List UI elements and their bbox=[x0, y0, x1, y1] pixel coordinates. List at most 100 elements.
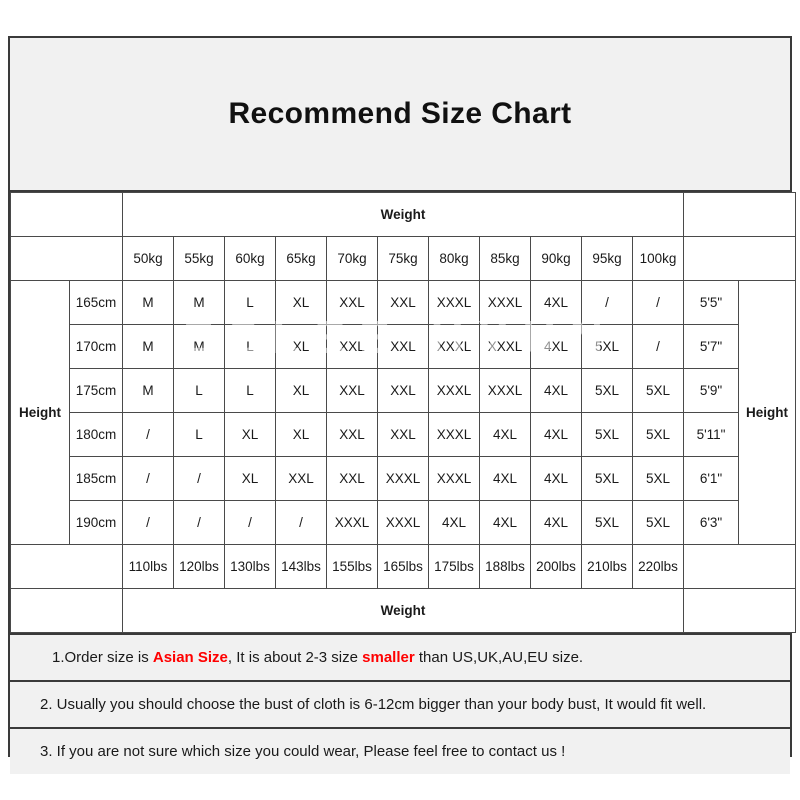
size-cell-2-10: 5XL bbox=[631, 368, 685, 413]
size-cell-0-1: M bbox=[173, 280, 225, 325]
weight-band-row-bottom: Weight bbox=[10, 588, 797, 633]
size-cell-0-4: XXL bbox=[326, 280, 378, 325]
weight-band-label-bottom: Weight bbox=[121, 588, 685, 633]
size-cell-3-4: XXL bbox=[326, 412, 378, 457]
height-ft-4: 6'1" bbox=[683, 456, 740, 501]
note-3-text: 3. If you are not sure which size you co… bbox=[40, 743, 566, 760]
note-1-text: 1.Order size is Asian Size, It is about … bbox=[52, 649, 584, 666]
size-cell-1-4: XXL bbox=[326, 324, 378, 369]
size-cell-0-7: XXXL bbox=[479, 280, 531, 325]
size-cell-2-2: L bbox=[224, 368, 276, 413]
size-cell-0-0: M bbox=[122, 280, 174, 325]
height-cm-3: 180cm bbox=[69, 412, 123, 457]
table-row: 190cm / / / / XXXL XXXL 4XL 4XL 4XL 5XL … bbox=[11, 500, 796, 545]
size-cell-4-4: XXL bbox=[326, 456, 378, 501]
weight-lbs-1: 120lbs bbox=[173, 544, 225, 589]
height-ft-0: 5'5" bbox=[683, 280, 740, 325]
height-cm-0: 165cm bbox=[69, 280, 123, 325]
note-3: 3. If you are not sure which size you co… bbox=[10, 727, 790, 774]
size-cell-3-1: L bbox=[173, 412, 225, 457]
note-1: 1.Order size is Asian Size, It is about … bbox=[10, 633, 790, 680]
size-cell-5-3: / bbox=[275, 500, 327, 545]
size-cell-4-5: XXXL bbox=[377, 456, 429, 501]
table-row: 185cm / / XL XXL XXL XXXL XXXL 4XL 4XL 5… bbox=[11, 456, 796, 501]
weight-lbs-9: 210lbs bbox=[581, 544, 633, 589]
size-cell-4-2: XL bbox=[224, 456, 276, 501]
size-cell-4-7: 4XL bbox=[479, 456, 531, 501]
weight-lbs-5: 165lbs bbox=[377, 544, 429, 589]
weight-lbs-4: 155lbs bbox=[326, 544, 378, 589]
height-cm-4: 185cm bbox=[69, 456, 123, 501]
weight-kg-header-row: 50kg 55kg 60kg 65kg 70kg 75kg 80kg 85kg … bbox=[10, 236, 797, 281]
size-cell-2-8: 4XL bbox=[530, 368, 582, 413]
weight-lbs-7: 188lbs bbox=[479, 544, 531, 589]
spacer-kg-right bbox=[683, 236, 797, 281]
weight-kg-5: 75kg bbox=[377, 236, 429, 281]
weight-lbs-header-row: 110lbs 120lbs 130lbs 143lbs 155lbs 165lb… bbox=[10, 544, 797, 589]
size-cell-2-1: L bbox=[173, 368, 225, 413]
weight-band-row-top: Weight bbox=[10, 192, 797, 237]
size-cell-5-7: 4XL bbox=[479, 500, 531, 545]
size-cell-2-6: XXXL bbox=[428, 368, 480, 413]
weight-kg-2: 60kg bbox=[224, 236, 276, 281]
size-cell-5-4: XXXL bbox=[326, 500, 378, 545]
weight-kg-8: 90kg bbox=[530, 236, 582, 281]
weight-lbs-2: 130lbs bbox=[224, 544, 276, 589]
size-table-body: Weight 50kg 55kg 60kg 65kg 70kg 75kg 80k… bbox=[10, 192, 797, 633]
spacer-lbs-right bbox=[683, 544, 797, 589]
note-2-text: 2. Usually you should choose the bust of… bbox=[40, 696, 707, 713]
weight-lbs-10: 220lbs bbox=[631, 544, 685, 589]
size-cell-1-5: XXL bbox=[377, 324, 429, 369]
size-cell-2-3: XL bbox=[275, 368, 327, 413]
height-label-left: Height bbox=[10, 280, 70, 545]
weight-lbs-3: 143lbs bbox=[275, 544, 327, 589]
table-row: 170cm M M L XL XXL XXL XXXL XXXL 4XL 5XL… bbox=[11, 324, 796, 369]
size-cell-3-0: / bbox=[122, 412, 174, 457]
table-row: Height 165cm M M L XL XXL XXL XXXL XXXL … bbox=[10, 280, 797, 545]
size-cell-2-5: XXL bbox=[377, 368, 429, 413]
height-label-right: Height bbox=[738, 280, 797, 545]
size-cell-3-8: 4XL bbox=[530, 412, 582, 457]
corner-spacer-bottom-left bbox=[10, 588, 123, 633]
weight-kg-7: 85kg bbox=[479, 236, 531, 281]
size-cell-3-3: XL bbox=[275, 412, 327, 457]
size-cell-4-8: 4XL bbox=[530, 456, 582, 501]
size-cell-3-2: XL bbox=[224, 412, 276, 457]
size-cell-4-1: / bbox=[173, 456, 225, 501]
weight-kg-1: 55kg bbox=[173, 236, 225, 281]
size-cell-2-4: XXL bbox=[326, 368, 378, 413]
corner-spacer-bottom-right bbox=[683, 588, 797, 633]
chart-title-band: Recommend Size Chart bbox=[10, 38, 790, 192]
size-cell-0-5: XXL bbox=[377, 280, 429, 325]
size-cell-1-8: 4XL bbox=[530, 324, 582, 369]
height-ft-1: 5'7" bbox=[683, 324, 740, 369]
table-row: 175cm M L L XL XXL XXL XXXL XXXL 4XL 5XL… bbox=[11, 368, 796, 413]
size-cell-3-9: 5XL bbox=[581, 412, 633, 457]
size-cell-3-10: 5XL bbox=[631, 412, 685, 457]
spacer-kg-left bbox=[10, 236, 123, 281]
weight-kg-4: 70kg bbox=[326, 236, 378, 281]
size-cell-0-8: 4XL bbox=[530, 280, 582, 325]
weight-kg-10: 100kg bbox=[631, 236, 685, 281]
weight-band-label-top: Weight bbox=[121, 192, 685, 237]
size-cell-2-9: 5XL bbox=[581, 368, 633, 413]
corner-spacer-top-left bbox=[10, 192, 123, 237]
page-title: Recommend Size Chart bbox=[228, 97, 572, 130]
weight-kg-6: 80kg bbox=[428, 236, 480, 281]
size-cell-1-3: XL bbox=[275, 324, 327, 369]
size-cell-4-10: 5XL bbox=[631, 456, 685, 501]
size-cell-0-2: L bbox=[224, 280, 276, 325]
size-cell-5-5: XXXL bbox=[377, 500, 429, 545]
weight-lbs-8: 200lbs bbox=[530, 544, 582, 589]
size-cell-0-6: XXXL bbox=[428, 280, 480, 325]
weight-lbs-0: 110lbs bbox=[122, 544, 174, 589]
size-cell-0-3: XL bbox=[275, 280, 327, 325]
height-cm-2: 175cm bbox=[69, 368, 123, 413]
size-cell-0-10: / bbox=[631, 280, 685, 325]
weight-kg-0: 50kg bbox=[122, 236, 174, 281]
notes-section: 1.Order size is Asian Size, It is about … bbox=[10, 633, 790, 774]
size-cell-1-2: L bbox=[224, 324, 276, 369]
size-cell-4-3: XXL bbox=[275, 456, 327, 501]
size-cell-2-0: M bbox=[122, 368, 174, 413]
weight-kg-3: 65kg bbox=[275, 236, 327, 281]
